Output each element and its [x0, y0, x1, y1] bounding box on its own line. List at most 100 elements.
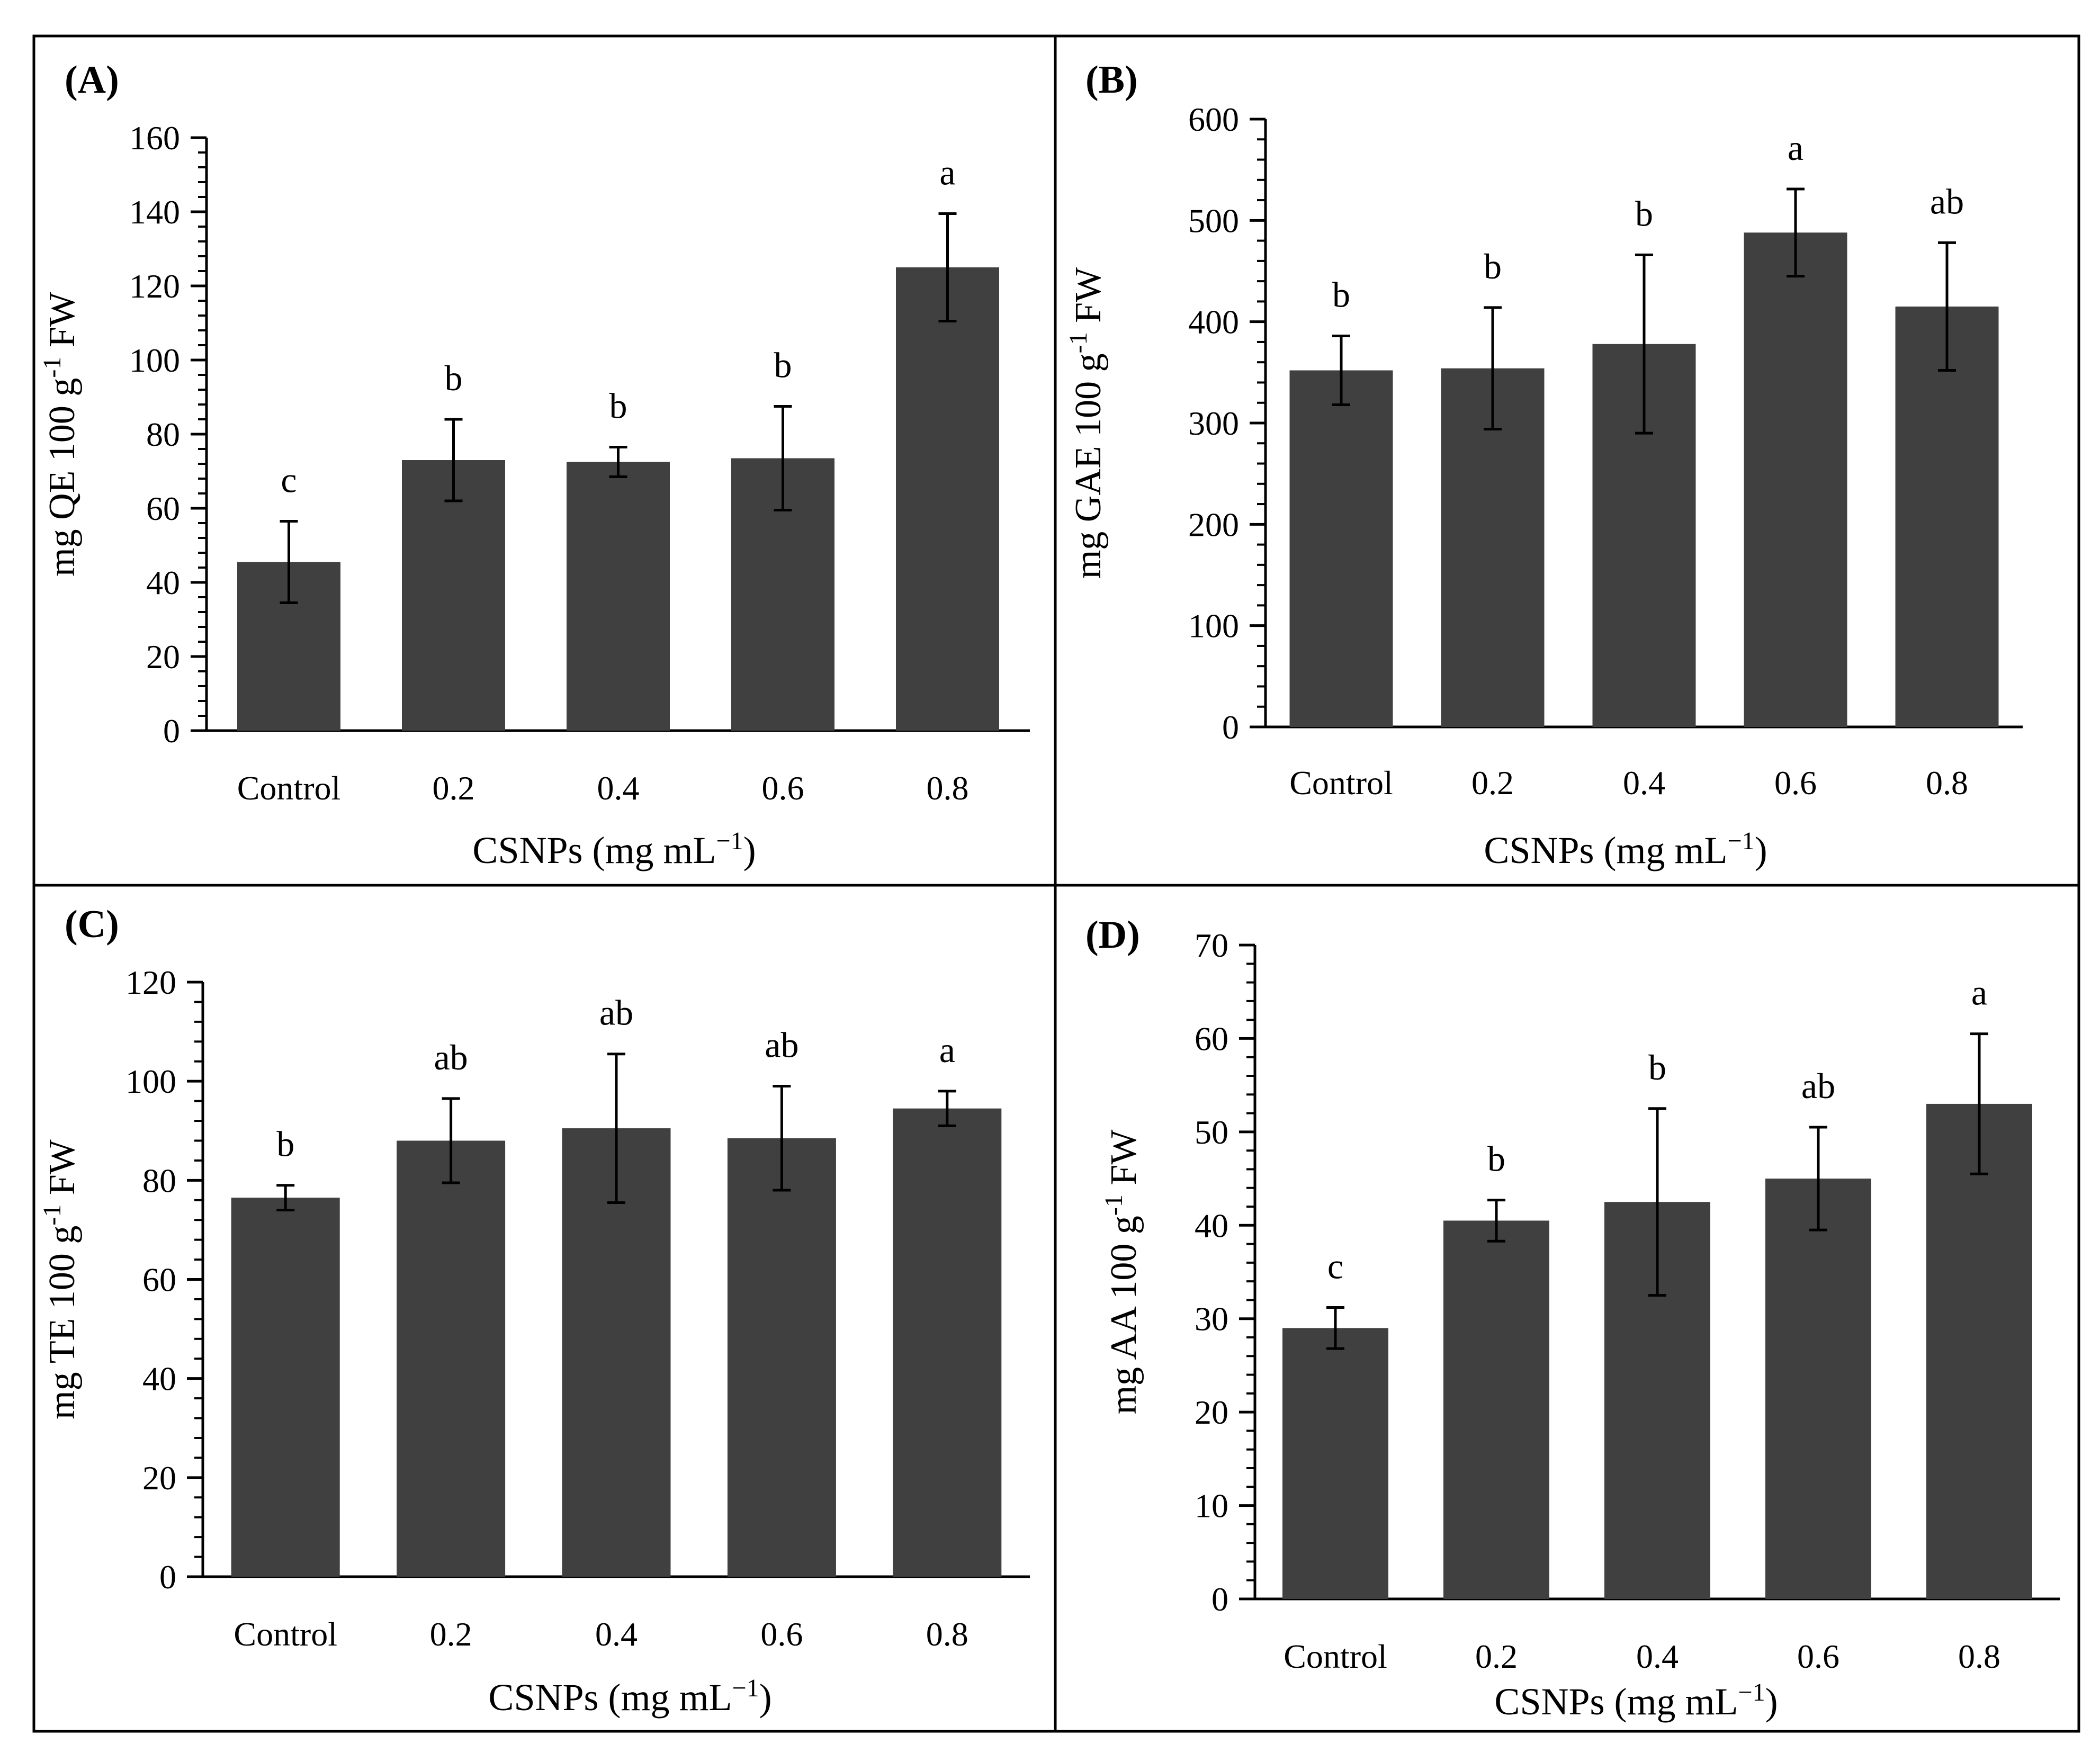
significance-letter: b	[1635, 193, 1653, 233]
significance-letter: c	[281, 460, 297, 500]
significance-letter: ab	[765, 1025, 798, 1065]
y-tick-label: 20	[142, 1459, 176, 1497]
y-tick-label: 20	[146, 638, 180, 676]
significance-letter: ab	[1801, 1066, 1835, 1106]
bar	[896, 267, 999, 731]
x-axis-title: CSNPs (mg mL−1)	[488, 1674, 771, 1719]
panel-b: (B) 0 100 200 300 400 500 600 b Control b 0.2 b 0.4 a 0…	[1064, 58, 2023, 871]
bar	[1282, 1328, 1388, 1599]
significance-letter: b	[276, 1124, 294, 1164]
significance-letter: ab	[434, 1037, 468, 1077]
x-tick-label: 0.8	[927, 769, 969, 807]
x-tick-label: 0.6	[760, 1615, 803, 1653]
bar	[397, 1140, 506, 1577]
x-axis-title: CSNPs (mg mL−1)	[1494, 1678, 1778, 1723]
significance-letter: b	[445, 358, 463, 398]
y-tick-label: 80	[142, 1162, 176, 1199]
y-tick-label: 40	[142, 1360, 176, 1398]
x-tick-label: 0.4	[595, 1615, 638, 1653]
x-tick-label: 0.2	[1471, 764, 1514, 802]
significance-letter: b	[1487, 1139, 1505, 1179]
bar	[1744, 232, 1847, 727]
bar	[1443, 1220, 1549, 1599]
significance-letter: a	[1788, 128, 1803, 168]
x-tick-label: 0.2	[430, 1615, 472, 1653]
x-tick-label: 0.2	[1475, 1638, 1518, 1675]
y-tick-label: 100	[129, 341, 180, 379]
y-axis-title: mg AA 100 g-1 FW	[1100, 1130, 1145, 1415]
y-tick-label: 50	[1195, 1113, 1228, 1151]
x-tick-label: 0.8	[926, 1615, 968, 1653]
panel-c: (C) 0 20 40 60 80 100 120 b Control ab 0.2 ab 0.4 ab 0.…	[38, 903, 1030, 1719]
x-tick-label: Control	[237, 769, 341, 807]
y-tick-label: 40	[1195, 1207, 1228, 1244]
panel-label: (C)	[65, 903, 119, 946]
y-tick-label: 60	[146, 490, 180, 527]
y-tick-label: 100	[1188, 607, 1239, 645]
y-tick-label: 70	[1195, 927, 1228, 964]
x-tick-label: 0.2	[433, 769, 475, 807]
significance-letter: b	[1332, 274, 1350, 314]
bar	[1895, 306, 1999, 727]
x-tick-label: 0.4	[1623, 764, 1665, 802]
x-tick-label: 0.6	[1797, 1638, 1839, 1675]
bar	[1289, 370, 1393, 727]
significance-letter: a	[1971, 973, 1987, 1013]
y-tick-label: 30	[1195, 1300, 1228, 1338]
bar	[727, 1138, 836, 1577]
y-tick-label: 300	[1188, 404, 1239, 442]
bar	[567, 462, 670, 731]
y-axis-title: mg GAE 100 g-1 FW	[1064, 267, 1109, 579]
x-tick-label: 0.4	[1636, 1638, 1679, 1675]
panel-label: (A)	[65, 58, 119, 102]
significance-letter: ab	[599, 993, 633, 1033]
panel-label: (B)	[1085, 58, 1138, 102]
y-tick-label: 0	[159, 1558, 176, 1596]
significance-letter: a	[939, 1030, 955, 1070]
x-tick-label: 0.4	[597, 769, 640, 807]
x-axis-title: CSNPs (mg mL−1)	[472, 827, 756, 872]
y-tick-label: 140	[129, 193, 180, 231]
significance-letter: b	[609, 386, 627, 426]
x-tick-label: 0.8	[1926, 764, 1968, 802]
bar	[1926, 1103, 2032, 1599]
significance-letter: c	[1327, 1246, 1343, 1287]
significance-letter: b	[1484, 246, 1502, 286]
bar	[231, 1198, 340, 1577]
y-tick-label: 120	[129, 267, 180, 305]
significance-letter: b	[1648, 1047, 1666, 1087]
panel-d: (D) 0 10 20 30 40 50 60 70 c Control b 0.2 b 0.4 ab 0.6 a…	[1085, 913, 2060, 1723]
bar	[893, 1108, 1002, 1577]
x-axis-title: CSNPs (mg mL−1)	[1484, 827, 1767, 872]
panel-label: (D)	[1085, 913, 1140, 957]
y-axis-title: mg QE 100 g-1 FW	[38, 292, 83, 577]
y-tick-label: 200	[1188, 506, 1239, 543]
y-tick-label: 100	[125, 1063, 176, 1100]
x-tick-label: 0.8	[1958, 1638, 2000, 1675]
x-tick-label: 0.6	[1774, 764, 1817, 802]
y-tick-label: 400	[1188, 303, 1239, 341]
y-tick-label: 60	[1195, 1020, 1228, 1057]
y-tick-label: 60	[142, 1261, 176, 1299]
significance-letter: b	[774, 345, 792, 385]
y-tick-label: 0	[163, 712, 180, 750]
bar	[1765, 1179, 1871, 1599]
x-tick-label: Control	[1284, 1638, 1387, 1675]
bar	[402, 460, 505, 731]
y-tick-label: 80	[146, 416, 180, 453]
significance-letter: ab	[1930, 181, 1964, 221]
y-tick-label: 40	[146, 564, 180, 601]
y-tick-label: 0	[1211, 1580, 1228, 1618]
y-tick-label: 500	[1188, 202, 1239, 239]
y-tick-label: 120	[125, 964, 176, 1001]
y-tick-label: 10	[1195, 1487, 1228, 1525]
y-tick-label: 600	[1188, 101, 1239, 138]
significance-letter: a	[939, 152, 955, 193]
y-tick-label: 20	[1195, 1394, 1228, 1431]
panel-a: (A) 0 20 40 60 80 100 120 140 160 c Control b 0.2 b 0.4…	[38, 58, 1030, 871]
x-tick-label: Control	[1289, 764, 1393, 802]
y-tick-label: 0	[1222, 708, 1239, 746]
y-tick-label: 160	[129, 119, 180, 157]
x-tick-label: Control	[234, 1615, 337, 1653]
